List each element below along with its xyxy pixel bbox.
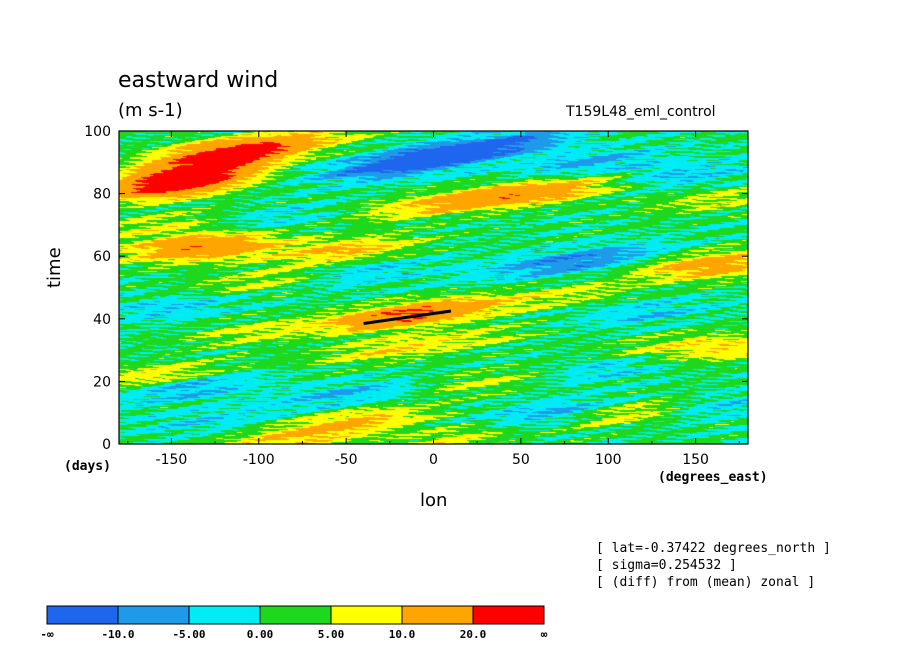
colorbar-swatch (401, 605, 474, 625)
x-tick-label: -150 (156, 452, 188, 468)
annotation-lat: [ lat=-0.37422 degrees_north ] (596, 541, 831, 556)
y-tick-label: 20 (93, 374, 111, 390)
y-tick-label: 40 (93, 312, 111, 328)
heatmap-field (119, 131, 748, 444)
annotation-diff: [ (diff) from (mean) zonal ] (596, 575, 816, 590)
colorbar-label: -5.00 (172, 628, 205, 641)
colorbar-swatch (330, 605, 403, 625)
x-axis-label: lon (420, 490, 448, 511)
colorbar-label: -10.0 (101, 628, 134, 641)
colorbar-swatch (259, 605, 332, 625)
colorbar-label: -∞ (40, 628, 54, 641)
experiment-label: T159L48_eml_control (566, 104, 716, 120)
x-tick-label: -100 (243, 452, 275, 468)
colorbar-swatch (46, 605, 119, 625)
x-tick-label: 100 (595, 452, 622, 468)
phase-line (363, 309, 452, 325)
chart-title: eastward wind (118, 68, 279, 93)
colorbar-label: ∞ (541, 628, 548, 641)
x-tick-label: 150 (682, 452, 709, 468)
x-axis-unit: (degrees_east) (658, 470, 768, 485)
y-tick-label: 60 (93, 249, 111, 265)
colorbar-label: 20.0 (460, 628, 487, 641)
annotation-sigma: [ sigma=0.254532 ] (596, 558, 737, 573)
y-tick-label: 80 (93, 187, 111, 203)
colorbar-label: 5.00 (318, 628, 345, 641)
x-tick-label: 0 (429, 452, 438, 468)
y-tick-label: 0 (102, 437, 111, 453)
x-tick-label: 50 (512, 452, 530, 468)
colorbar-swatch (117, 605, 190, 625)
x-tick-label: -50 (335, 452, 358, 468)
colorbar-label: 10.0 (389, 628, 416, 641)
colorbar-swatch (472, 605, 545, 625)
colorbar-swatch (188, 605, 261, 625)
chart-units: (m s-1) (118, 100, 183, 121)
colorbar-label: 0.00 (247, 628, 274, 641)
y-tick-label: 100 (84, 124, 111, 140)
y-axis-unit: (days) (64, 459, 111, 474)
